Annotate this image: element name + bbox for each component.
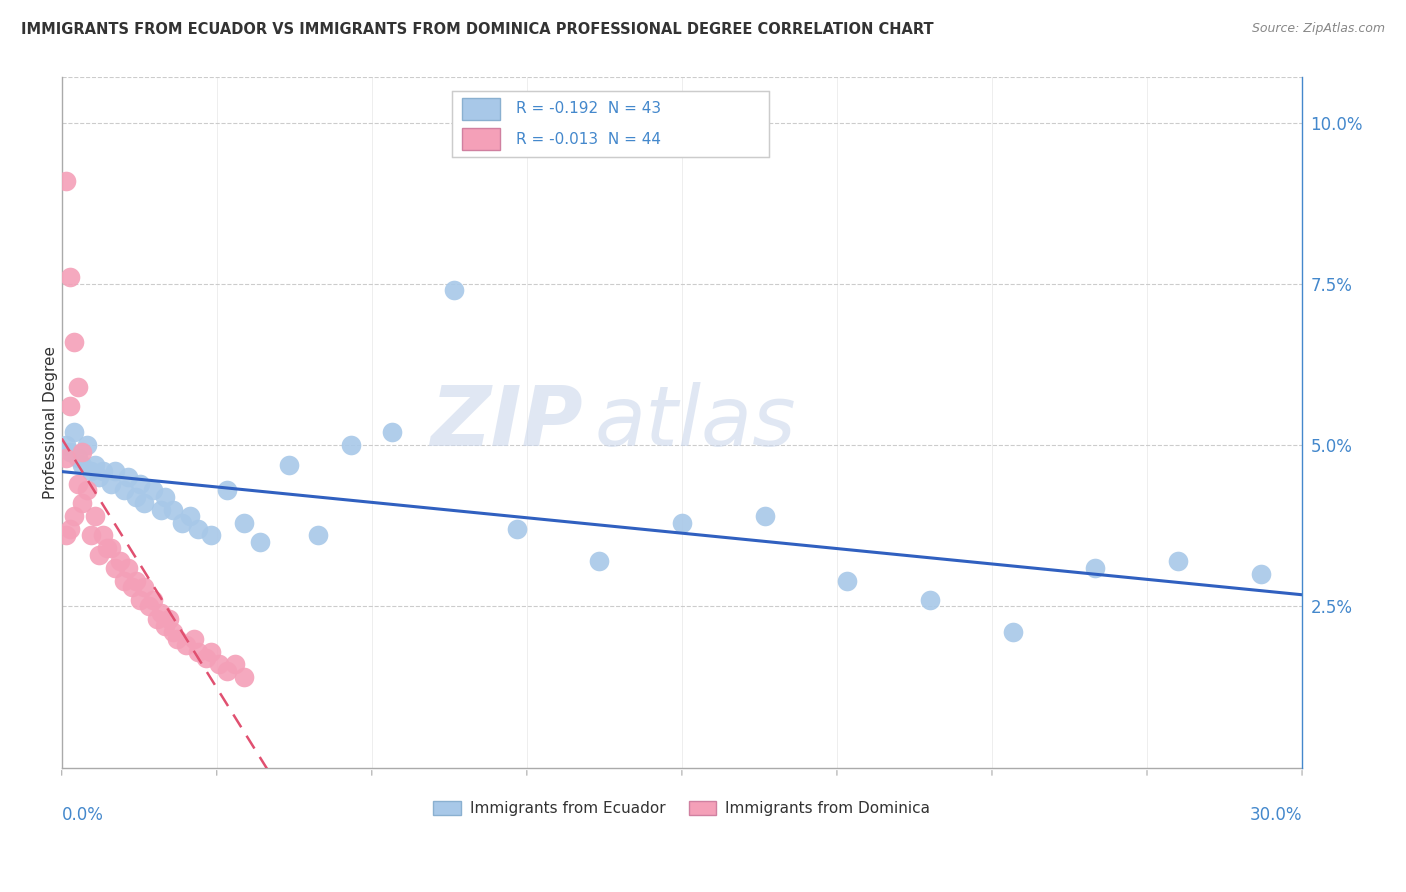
Point xyxy=(918,593,941,607)
Point xyxy=(1167,554,1189,568)
Point xyxy=(278,458,301,472)
Point xyxy=(1001,625,1024,640)
Point xyxy=(200,644,222,658)
Point xyxy=(55,438,77,452)
Point xyxy=(125,490,148,504)
Point xyxy=(149,502,172,516)
Point xyxy=(121,580,143,594)
Point xyxy=(100,476,122,491)
Legend: Immigrants from Ecuador, Immigrants from Dominica: Immigrants from Ecuador, Immigrants from… xyxy=(427,795,936,822)
Point xyxy=(671,516,693,530)
Point xyxy=(91,464,114,478)
Point xyxy=(59,522,82,536)
Point xyxy=(87,470,110,484)
Point xyxy=(179,509,201,524)
Point xyxy=(59,400,82,414)
Point xyxy=(59,270,82,285)
Point xyxy=(754,509,776,524)
Point xyxy=(83,509,105,524)
Y-axis label: Professional Degree: Professional Degree xyxy=(44,346,58,499)
Point xyxy=(187,644,209,658)
Point xyxy=(87,548,110,562)
Point xyxy=(134,496,156,510)
Text: atlas: atlas xyxy=(595,382,797,463)
Point xyxy=(307,528,329,542)
Text: 0.0%: 0.0% xyxy=(62,805,104,823)
Point xyxy=(142,483,165,498)
Point xyxy=(162,502,184,516)
Point xyxy=(83,458,105,472)
Point xyxy=(200,528,222,542)
Point xyxy=(67,380,90,394)
Point xyxy=(72,458,94,472)
Text: 30.0%: 30.0% xyxy=(1250,805,1302,823)
Point xyxy=(129,593,152,607)
Point xyxy=(588,554,610,568)
Point xyxy=(63,509,86,524)
Point xyxy=(100,541,122,556)
Point xyxy=(232,670,254,684)
Point xyxy=(72,444,94,458)
Point xyxy=(104,560,127,574)
Point xyxy=(55,528,77,542)
Text: IMMIGRANTS FROM ECUADOR VS IMMIGRANTS FROM DOMINICA PROFESSIONAL DEGREE CORRELAT: IMMIGRANTS FROM ECUADOR VS IMMIGRANTS FR… xyxy=(21,22,934,37)
Point xyxy=(79,464,101,478)
Point xyxy=(170,516,193,530)
Point xyxy=(112,574,135,588)
Point xyxy=(232,516,254,530)
Point xyxy=(108,554,131,568)
Point xyxy=(91,528,114,542)
Point xyxy=(59,444,82,458)
Point xyxy=(138,599,160,614)
Point xyxy=(79,528,101,542)
Text: Source: ZipAtlas.com: Source: ZipAtlas.com xyxy=(1251,22,1385,36)
Text: ZIP: ZIP xyxy=(430,382,582,463)
Point xyxy=(224,657,246,672)
Point xyxy=(134,580,156,594)
Point xyxy=(63,334,86,349)
Point xyxy=(249,535,271,549)
Point xyxy=(183,632,205,646)
Point xyxy=(157,612,180,626)
Point xyxy=(1084,560,1107,574)
Point xyxy=(174,638,197,652)
Point xyxy=(117,560,139,574)
Point xyxy=(340,438,363,452)
Point xyxy=(166,632,188,646)
Point xyxy=(187,522,209,536)
Point xyxy=(67,476,90,491)
Point xyxy=(149,606,172,620)
Point xyxy=(72,496,94,510)
Point xyxy=(104,464,127,478)
Point xyxy=(153,619,176,633)
Point xyxy=(195,651,218,665)
Point xyxy=(129,476,152,491)
Point xyxy=(443,283,465,297)
Point xyxy=(125,574,148,588)
Point xyxy=(153,490,176,504)
Point xyxy=(381,425,404,440)
Point xyxy=(76,438,98,452)
Point xyxy=(142,593,165,607)
Point xyxy=(162,625,184,640)
Point xyxy=(67,451,90,466)
Point xyxy=(837,574,859,588)
Point xyxy=(505,522,527,536)
Point xyxy=(146,612,169,626)
Point xyxy=(112,483,135,498)
Point xyxy=(55,451,77,466)
Point xyxy=(1250,567,1272,582)
Point xyxy=(96,541,118,556)
Point xyxy=(63,425,86,440)
Point xyxy=(55,174,77,188)
Point xyxy=(208,657,231,672)
Point xyxy=(217,483,239,498)
Point xyxy=(217,664,239,678)
Point xyxy=(117,470,139,484)
Point xyxy=(76,483,98,498)
